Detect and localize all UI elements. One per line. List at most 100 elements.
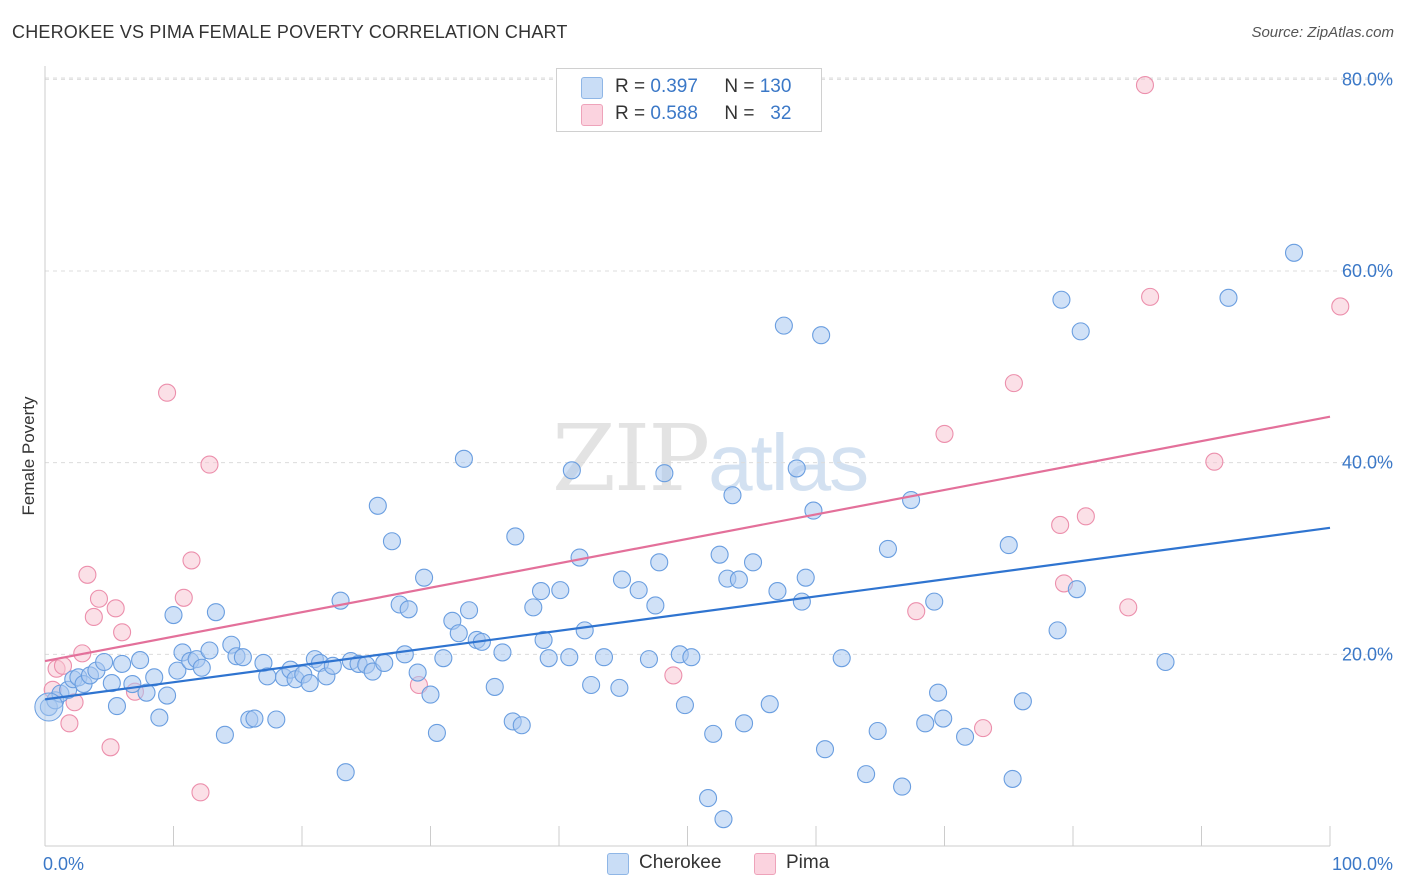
- cherokee-point: [245, 709, 264, 728]
- cherokee-point: [610, 678, 629, 697]
- pima-point: [1141, 287, 1160, 306]
- cherokee-point: [399, 600, 418, 619]
- cherokee-point: [792, 592, 811, 611]
- cherokee-point: [646, 596, 665, 615]
- pima-point: [1331, 297, 1350, 316]
- cherokee-point: [562, 461, 581, 480]
- cherokee-point: [868, 721, 887, 741]
- cherokee-point: [449, 624, 468, 643]
- cherokee-point: [150, 708, 169, 727]
- cherokee-point: [415, 568, 434, 587]
- pima-point: [158, 383, 177, 402]
- cherokee-point: [655, 464, 674, 483]
- source-label: Source: ZipAtlas.com: [1251, 24, 1394, 41]
- watermark: ZIPatlas: [552, 405, 869, 512]
- pima-point: [78, 565, 97, 584]
- cherokee-point: [113, 654, 132, 673]
- pima-point: [664, 666, 683, 685]
- pima-point: [200, 455, 219, 474]
- y-tick-label: 80.0%: [1342, 69, 1393, 89]
- cherokee-point: [1013, 692, 1032, 711]
- cherokee-point: [704, 724, 723, 743]
- legend-r-label: R =: [615, 103, 646, 124]
- cherokee-point: [408, 663, 427, 682]
- cherokee-point: [893, 777, 912, 796]
- pima-point: [935, 424, 954, 443]
- cherokee-point: [1156, 652, 1175, 672]
- cherokee-point: [710, 545, 729, 564]
- x-tick-label: 0.0%: [43, 854, 84, 874]
- legend-r-value: 0.397: [650, 76, 698, 97]
- legend-n-label: N =: [724, 76, 755, 97]
- cherokee-point: [368, 496, 387, 515]
- cherokee-point: [815, 740, 835, 759]
- pima-point: [1004, 374, 1023, 393]
- cherokee-point: [102, 674, 121, 693]
- bottom-legend-label-cherokee: Cherokee: [639, 852, 722, 873]
- cherokee-point: [650, 553, 669, 572]
- cherokee-point: [524, 598, 543, 617]
- cherokee-point: [743, 553, 763, 572]
- watermark-zip: ZIP: [552, 405, 710, 512]
- cherokee-point: [267, 710, 286, 729]
- bottom-legend-label-pima: Pima: [786, 852, 830, 873]
- legend-n-value: 130: [759, 76, 792, 97]
- pima-point: [1135, 76, 1155, 95]
- cherokee-point: [1003, 769, 1022, 788]
- cherokee-point: [200, 641, 219, 660]
- bottom-legend-swatch-cherokee: [607, 853, 629, 875]
- cherokee-point: [787, 459, 806, 478]
- cherokee-point: [382, 532, 402, 551]
- cherokee-point: [612, 570, 632, 589]
- pima-point: [101, 738, 120, 757]
- chart-title: CHEROKEE VS PIMA FEMALE POVERTY CORRELAT…: [12, 22, 568, 42]
- cherokee-point: [682, 648, 701, 667]
- cherokee-point: [107, 697, 127, 716]
- cherokee-point: [729, 570, 748, 589]
- cherokee-point: [639, 650, 659, 669]
- pima-point: [106, 599, 125, 618]
- cherokee-point: [493, 643, 512, 662]
- pima-point: [182, 551, 201, 570]
- cherokee-point: [594, 648, 614, 667]
- cherokee-point: [1067, 580, 1086, 599]
- y-axis-label: Female Poverty: [19, 396, 38, 516]
- pima-point: [907, 602, 926, 621]
- cherokee-point: [560, 648, 579, 667]
- pima-point: [174, 588, 193, 607]
- cherokee-point: [131, 651, 150, 670]
- cherokee-point: [925, 592, 944, 611]
- pima-point: [84, 607, 103, 627]
- cherokee-point: [857, 765, 876, 784]
- legend-swatch-cherokee: [581, 77, 603, 99]
- cherokee-point: [796, 568, 815, 587]
- cherokee-point: [723, 486, 742, 505]
- cherokee-point: [760, 695, 779, 714]
- pima-point: [113, 623, 132, 642]
- legend-r-value: 0.588: [650, 103, 698, 124]
- cherokee-point: [215, 725, 234, 744]
- pima-point: [1076, 507, 1095, 526]
- cherokee-point: [485, 677, 504, 696]
- legend-n-value: 32: [770, 103, 792, 124]
- cherokee-point: [768, 582, 787, 601]
- cherokee-point: [454, 449, 473, 468]
- cherokee-point: [534, 630, 553, 650]
- cherokee-point: [812, 326, 831, 345]
- cherokee-point: [774, 316, 793, 335]
- pima-point: [1119, 598, 1138, 617]
- y-tick-label: 60.0%: [1342, 261, 1393, 281]
- cherokee-point: [164, 605, 183, 625]
- cherokee-point: [699, 789, 718, 808]
- cherokee-point: [675, 696, 694, 715]
- cherokee-point: [300, 674, 319, 693]
- cherokee-point: [582, 675, 601, 695]
- cherokee-point: [421, 685, 440, 704]
- cherokee-point: [434, 649, 453, 668]
- cherokee-point: [934, 709, 953, 728]
- cherokee-point: [878, 539, 898, 558]
- cherokee-point: [575, 621, 594, 640]
- cherokee-point: [375, 653, 394, 673]
- cherokee-point: [427, 723, 446, 742]
- cherokee-point: [395, 645, 414, 664]
